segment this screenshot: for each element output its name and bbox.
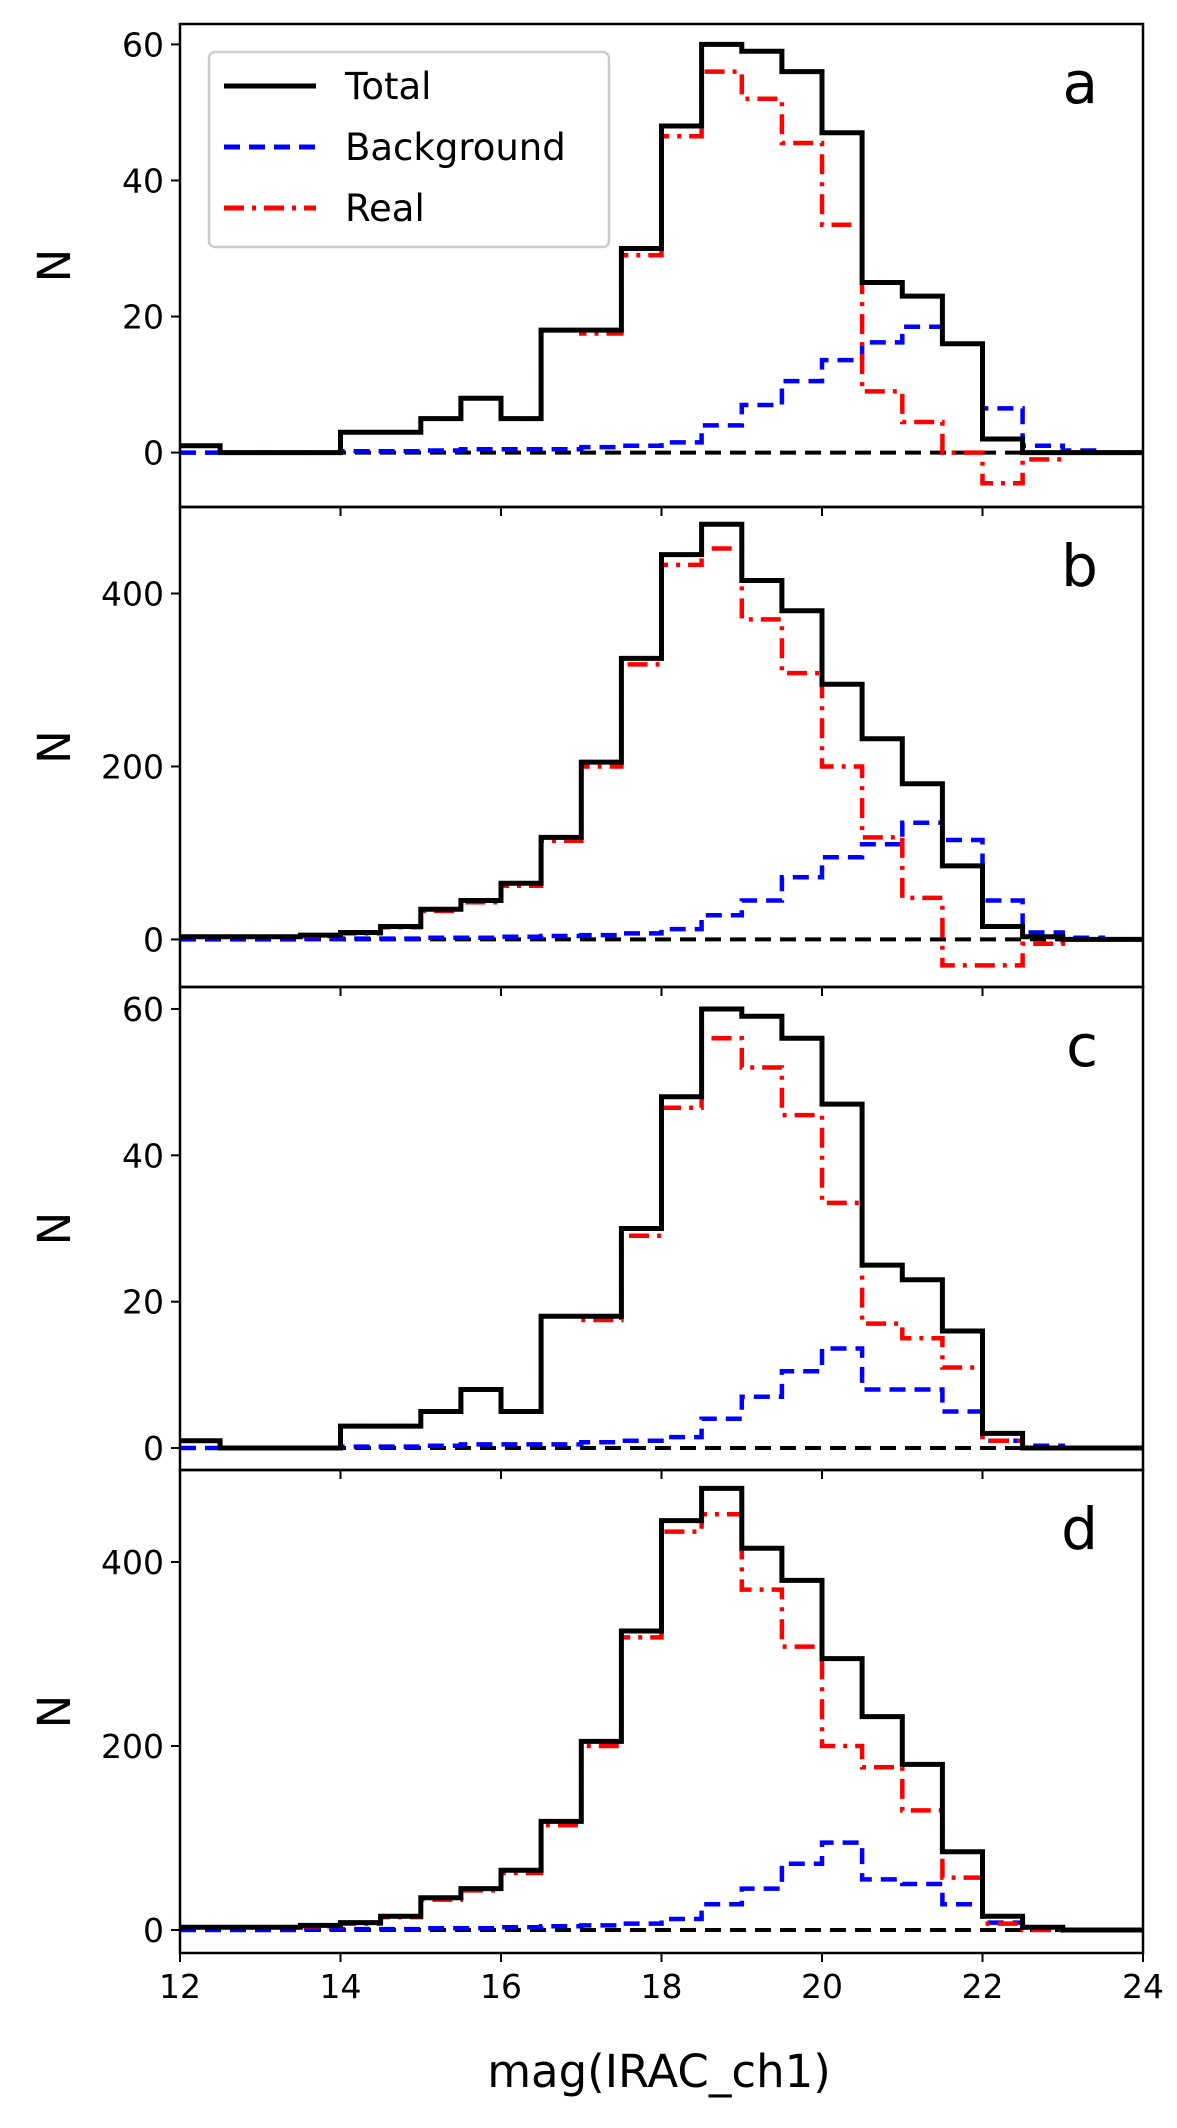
- series-background-a: [180, 324, 1143, 455]
- y-tick-label-d: 200: [101, 1727, 164, 1766]
- panel-label-b: b: [1061, 532, 1098, 600]
- y-axis-title-b: N: [28, 730, 81, 764]
- panel-b: 0 200 400 Nb: [28, 505, 1145, 996]
- y-axis-title-d: N: [28, 1695, 81, 1729]
- panel-frame-d: [178, 1468, 1145, 1955]
- y-tick-label-a: 0: [143, 434, 164, 473]
- y-tick-label-c: 40: [122, 1136, 164, 1175]
- y-tick-label-c: 20: [122, 1283, 164, 1322]
- panel-label-a: a: [1062, 49, 1098, 117]
- y-tick-label-d: 400: [101, 1543, 164, 1582]
- legend-label-total: Total: [344, 65, 431, 108]
- y-tick-label-c: 0: [143, 1429, 164, 1468]
- legend-label-real: Real: [345, 187, 425, 230]
- panel-label-d: d: [1061, 1495, 1098, 1563]
- y-tick-label-c: 60: [122, 990, 164, 1029]
- y-tick-label-d: 0: [143, 1911, 164, 1950]
- x-tick-label: 16: [480, 1967, 522, 2006]
- y-tick-label-a: 20: [122, 298, 164, 337]
- y-tick-label-b: 0: [143, 920, 164, 959]
- series-total-c: [180, 1006, 1143, 1451]
- legend-label-background: Background: [345, 126, 566, 169]
- x-axis-title: mag(IRAC_ch1): [487, 2045, 831, 2098]
- legend: Total Background Real: [207, 50, 611, 249]
- x-tick-label: 12: [159, 1967, 201, 2006]
- panels-group: 0 20 40 60 Na 0 200 400 Nb 0 20 40 60 Nc 0 200 400 Nd 12 14…: [28, 22, 1164, 2006]
- panel-label-c: c: [1066, 1012, 1098, 1080]
- series-total-b: [180, 521, 1143, 942]
- series-real-a: [180, 69, 1143, 486]
- series-total-d: [180, 1485, 1143, 1933]
- panel-d: 0 200 400 Nd: [28, 1468, 1145, 1962]
- y-tick-label-a: 60: [122, 25, 164, 64]
- x-tick-label: 24: [1122, 1967, 1164, 2006]
- legend-box: [207, 50, 611, 249]
- x-tick-label: 20: [801, 1967, 843, 2006]
- y-tick-label-a: 40: [122, 161, 164, 200]
- panel-c: 0 20 40 60 Nc: [28, 985, 1145, 1479]
- y-tick-label-b: 400: [101, 574, 164, 613]
- x-tick-label: 18: [641, 1967, 683, 2006]
- panel-a: 0 20 40 60 Na: [28, 22, 1145, 516]
- x-tick-label: 22: [962, 1967, 1004, 2006]
- series-background-b: [180, 820, 1143, 942]
- y-tick-label-b: 200: [101, 747, 164, 786]
- y-axis-title-a: N: [28, 249, 81, 283]
- x-tick-label: 14: [320, 1967, 362, 2006]
- y-axis-title-c: N: [28, 1212, 81, 1246]
- series-total-a: [180, 41, 1143, 456]
